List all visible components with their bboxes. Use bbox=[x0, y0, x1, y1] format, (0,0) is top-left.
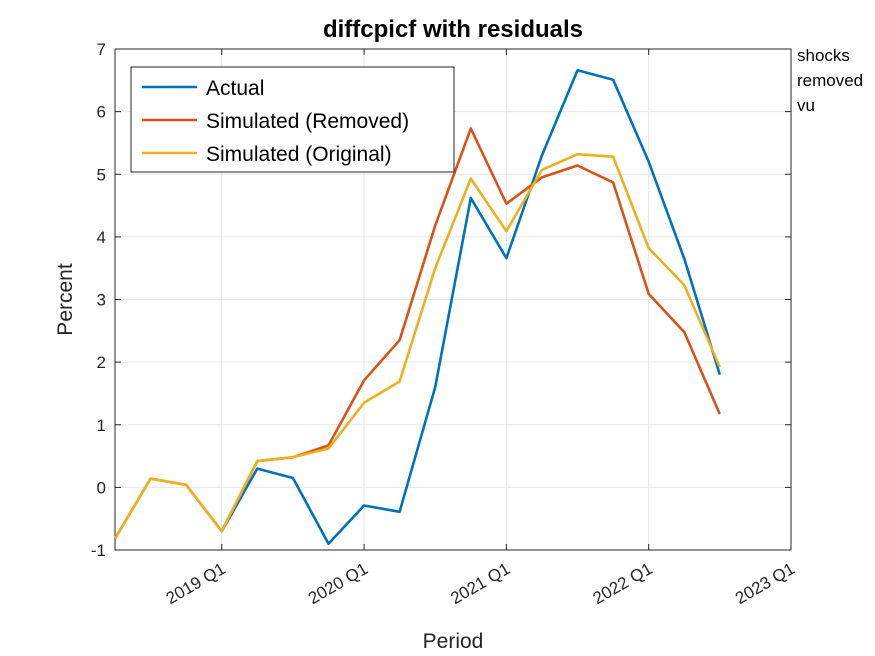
annotation: shocks removed vu bbox=[797, 46, 863, 115]
y-tick-label: 1 bbox=[97, 416, 106, 435]
y-tick-label: 2 bbox=[97, 353, 106, 372]
legend-label-1: Actual bbox=[206, 77, 264, 100]
y-tick-label: 6 bbox=[97, 103, 106, 122]
series-line-3 bbox=[113, 152, 721, 540]
annotation-line-2: removed bbox=[797, 71, 863, 90]
y-tick-label: 7 bbox=[97, 40, 106, 59]
legend: Actual Simulated (Removed) Simulated (Orig… bbox=[130, 66, 455, 173]
series-line-1 bbox=[220, 69, 722, 545]
y-tick-label: 5 bbox=[97, 165, 106, 184]
y-tick-label: 0 bbox=[97, 478, 106, 497]
x-axis-label: Period bbox=[423, 630, 484, 653]
chart-title: diffcpicf with residuals bbox=[323, 16, 583, 43]
legend-label-3: Simulated (Original) bbox=[206, 143, 392, 166]
legend-label-2: Simulated (Removed) bbox=[206, 110, 409, 133]
annotation-line-1: shocks bbox=[797, 46, 850, 65]
y-tick-label: 4 bbox=[97, 228, 106, 247]
y-axis-label: Percent bbox=[54, 263, 77, 336]
y-tick-label: 3 bbox=[97, 291, 106, 310]
y-tick-label: -1 bbox=[91, 541, 106, 560]
annotation-line-3: vu bbox=[797, 96, 815, 115]
